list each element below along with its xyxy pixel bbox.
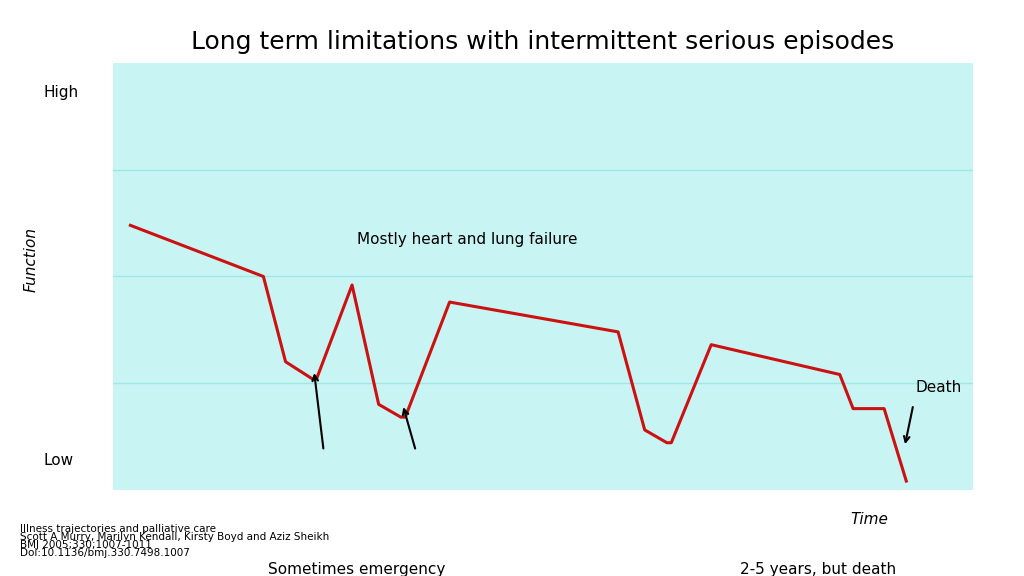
Text: Time: Time	[851, 512, 889, 527]
Text: Doi:10.1136/bmj.330.7498.1007: Doi:10.1136/bmj.330.7498.1007	[20, 548, 190, 558]
Text: Scott A Murry, Marilyn Kendall, Kirsty Boyd and Aziz Sheikh: Scott A Murry, Marilyn Kendall, Kirsty B…	[20, 532, 330, 542]
Text: Death: Death	[915, 380, 962, 395]
Text: Function: Function	[24, 227, 38, 291]
Text: Sometimes emergency
hospital admissions: Sometimes emergency hospital admissions	[268, 562, 445, 576]
Text: BMJ 2005;330;1007-1011: BMJ 2005;330;1007-1011	[20, 540, 153, 550]
Text: 2-5 years, but death
usually seems “sudden”: 2-5 years, but death usually seems “sudd…	[725, 562, 910, 576]
Text: Illness trajectories and palliative care: Illness trajectories and palliative care	[20, 524, 216, 534]
Text: Low: Low	[44, 453, 74, 468]
Text: High: High	[44, 85, 79, 100]
Title: Long term limitations with intermittent serious episodes: Long term limitations with intermittent …	[191, 31, 894, 55]
Text: Mostly heart and lung failure: Mostly heart and lung failure	[357, 232, 578, 247]
